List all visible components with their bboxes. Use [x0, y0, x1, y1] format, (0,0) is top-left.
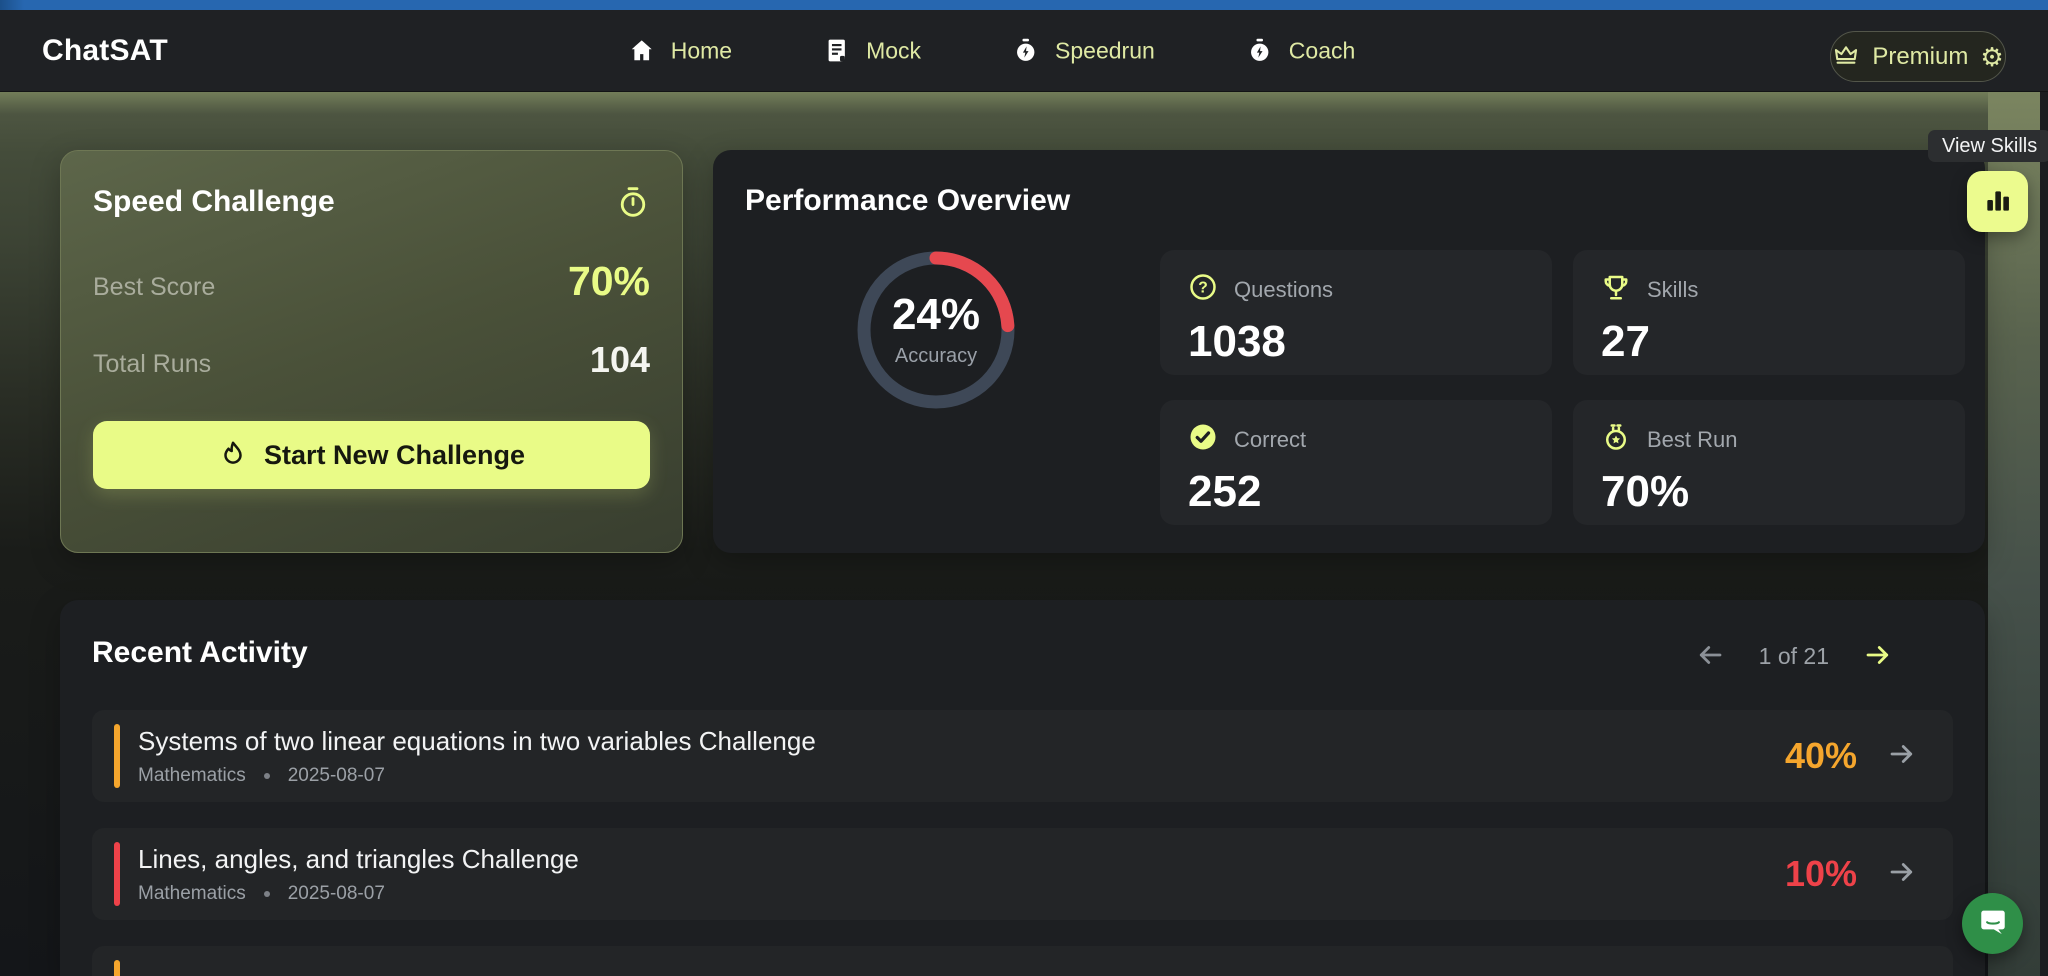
- activity-date: 2025-08-07: [287, 765, 385, 787]
- arrow-right-icon[interactable]: [1887, 739, 1917, 774]
- activity-accent-bar: [114, 960, 120, 976]
- recent-activity-card: Recent Activity 1 of 21 Systems of two l…: [60, 600, 1985, 976]
- check-circle-icon: [1188, 422, 1218, 457]
- activity-subject: Mathematics: [138, 765, 246, 787]
- stopwatch-bolt-icon: [1247, 38, 1273, 64]
- stat-tile-correct: Correct 252: [1160, 400, 1552, 525]
- speed-challenge-card: Speed Challenge Best Score 70% Total Run…: [60, 150, 683, 553]
- chat-bubble-icon: [1977, 906, 2009, 941]
- nav-item-coach[interactable]: Coach: [1247, 37, 1355, 64]
- best-score-value: 70%: [567, 258, 650, 304]
- pagination-next-button[interactable]: [1863, 640, 1893, 673]
- stat-tile-best-run: Best Run 70%: [1573, 400, 1965, 525]
- best-score-label: Best Score: [93, 273, 216, 301]
- stat-tile-skills: Skills 27: [1573, 250, 1965, 375]
- stat-tile-questions: ? Questions 1038: [1160, 250, 1552, 375]
- activity-subject: Mathematics: [138, 883, 246, 905]
- brand-logo: ChatSAT: [42, 33, 168, 67]
- arrow-right-icon: [1863, 640, 1893, 673]
- gauge-ring: [857, 251, 1015, 409]
- activity-row[interactable]: Form, Structure, and Sense Challenge: [92, 946, 1953, 976]
- stopwatch-icon: [616, 185, 650, 224]
- activity-row[interactable]: Systems of two linear equations in two v…: [92, 710, 1953, 802]
- total-runs-value: 104: [589, 339, 650, 380]
- stat-label: Skills: [1647, 276, 1699, 302]
- stat-label: Best Run: [1647, 426, 1738, 452]
- nav-item-speedrun[interactable]: Speedrun: [1013, 37, 1155, 64]
- start-new-challenge-button[interactable]: Start New Challenge: [93, 421, 650, 489]
- nav-item-mock[interactable]: Mock: [824, 37, 921, 64]
- activity-accent-bar: [114, 724, 120, 788]
- dot-separator: [263, 891, 270, 898]
- arrow-left-icon: [1695, 640, 1725, 673]
- stat-label: Correct: [1234, 426, 1307, 452]
- question-circle-icon: ?: [1188, 272, 1218, 307]
- stat-value: 252: [1188, 467, 1262, 516]
- activity-title: Systems of two linear equations in two v…: [138, 725, 816, 756]
- activity-score: 10%: [1784, 853, 1857, 894]
- activity-pagination: 1 of 21: [1695, 640, 1893, 673]
- document-icon: [824, 38, 850, 64]
- dot-separator: [263, 773, 270, 780]
- stopwatch-bolt-icon: [1013, 38, 1039, 64]
- activity-date: 2025-08-07: [287, 883, 385, 905]
- nav-item-home[interactable]: Home: [629, 37, 732, 64]
- activity-row[interactable]: Lines, angles, and triangles Challenge M…: [92, 828, 1953, 920]
- top-progress-bar: [0, 0, 2048, 10]
- premium-label: Premium: [1872, 42, 1969, 70]
- performance-overview-title: Performance Overview: [745, 184, 1071, 217]
- pagination-prev-button[interactable]: [1695, 640, 1725, 673]
- total-runs-label: Total Runs: [93, 350, 212, 378]
- pagination-text: 1 of 21: [1758, 643, 1829, 669]
- view-skills-button[interactable]: [1967, 171, 2028, 232]
- activity-accent-bar: [114, 842, 120, 906]
- gear-icon: ⚙: [1980, 41, 2004, 72]
- trophy-icon: [1601, 272, 1631, 307]
- premium-button[interactable]: Premium ⚙: [1830, 31, 2006, 82]
- arrow-right-icon[interactable]: [1887, 857, 1917, 892]
- start-new-challenge-label: Start New Challenge: [263, 439, 526, 470]
- activity-title: Lines, angles, and triangles Challenge: [138, 843, 579, 874]
- chat-widget-button[interactable]: [1962, 893, 2023, 954]
- stat-label: Questions: [1234, 276, 1334, 302]
- activity-score: 40%: [1784, 735, 1857, 776]
- scrollbar-track[interactable]: [2040, 92, 2048, 976]
- speed-challenge-title: Speed Challenge: [93, 185, 335, 218]
- accuracy-gauge: 24% Accuracy: [851, 245, 1021, 415]
- nav-item-label: Coach: [1288, 37, 1356, 63]
- svg-text:?: ?: [1198, 280, 1208, 297]
- page-background-strip: [1988, 92, 2040, 976]
- nav-item-label: Speedrun: [1055, 37, 1155, 63]
- bar-chart-icon: [1982, 184, 2014, 219]
- performance-overview-card: Performance Overview 24% Accuracy ? Ques…: [713, 150, 1985, 553]
- nav-item-label: Home: [670, 37, 733, 63]
- view-skills-tooltip: View Skills: [1928, 130, 2048, 162]
- view-skills-tooltip-text: View Skills: [1942, 134, 2038, 157]
- stat-value: 1038: [1188, 317, 1286, 366]
- stat-value: 70%: [1601, 467, 1690, 516]
- nav-item-label: Mock: [866, 37, 922, 63]
- main-navbar: ChatSAT Home Mock Speedrun: [0, 10, 2048, 92]
- gauge-value: 24%: [891, 289, 981, 339]
- crown-icon: [1832, 41, 1860, 72]
- home-icon: [629, 38, 655, 64]
- flame-icon: [218, 439, 248, 472]
- recent-activity-title: Recent Activity: [92, 636, 308, 669]
- stat-value: 27: [1601, 317, 1650, 366]
- nav-links: Home Mock Speedrun Coach: [629, 37, 1355, 64]
- gauge-label: Accuracy: [894, 344, 978, 367]
- medal-icon: [1601, 422, 1631, 457]
